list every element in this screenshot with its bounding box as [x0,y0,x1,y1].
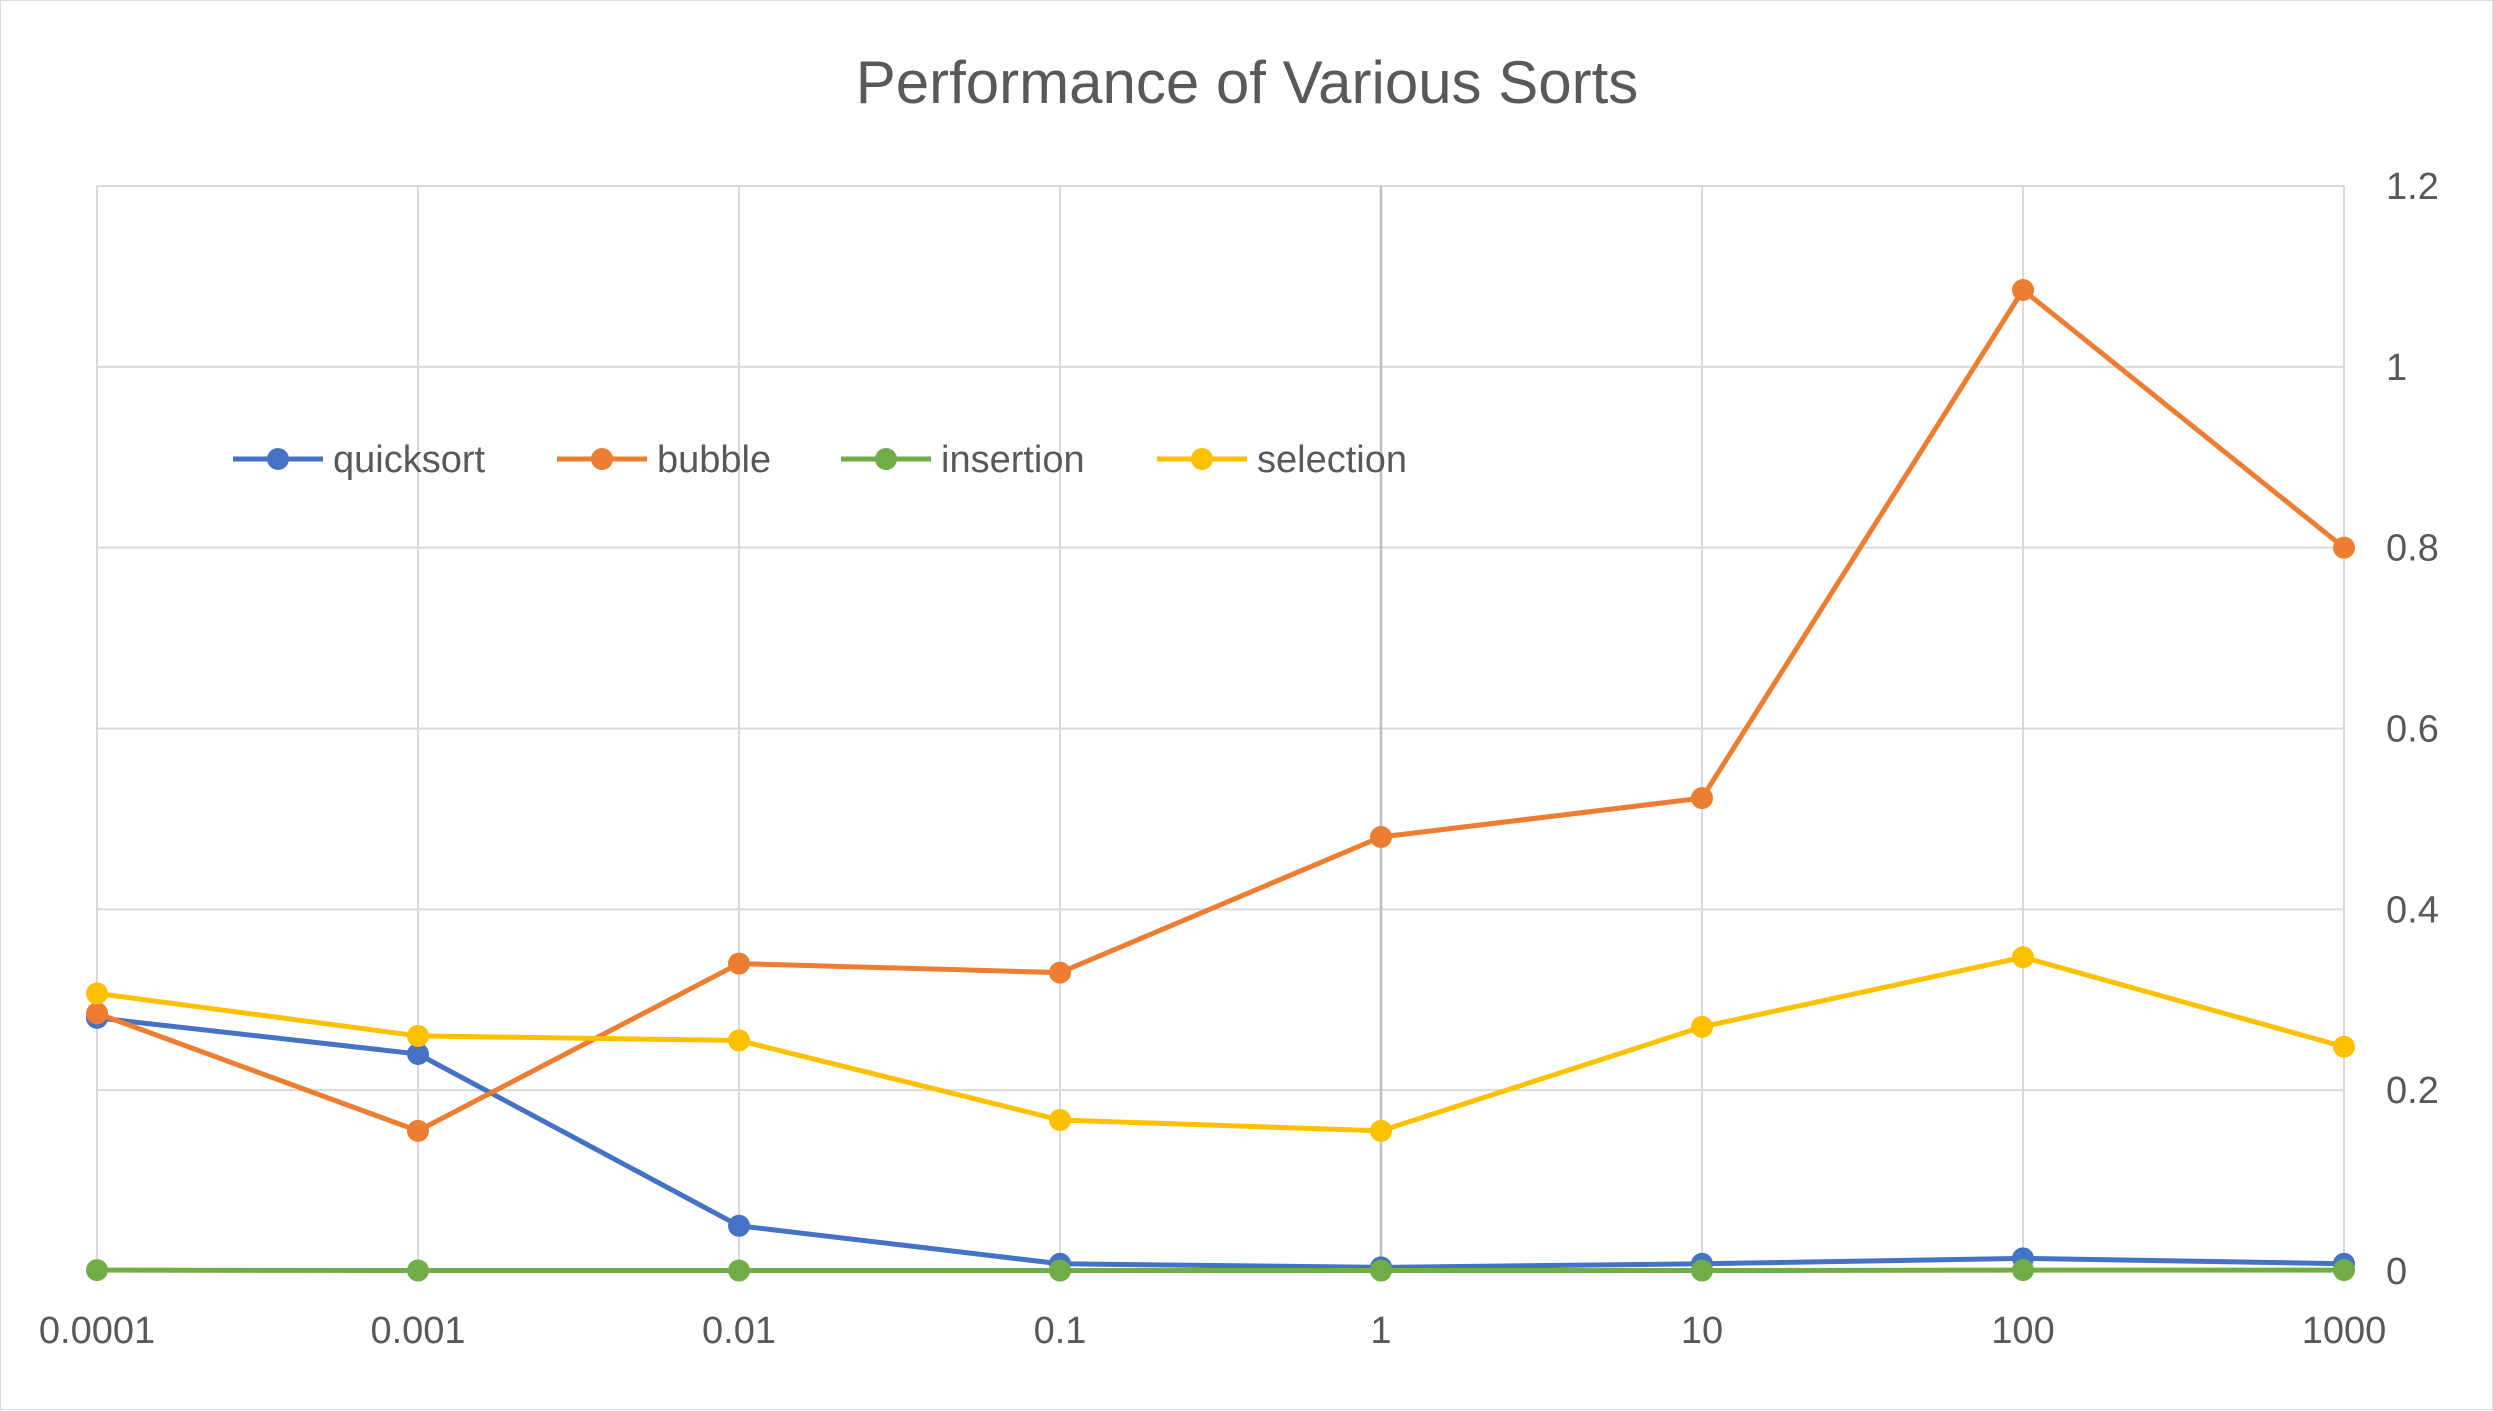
data-point-bubble [1691,787,1713,809]
legend-swatch-marker [267,448,289,470]
y-tick-label: 0.8 [2386,528,2439,570]
data-point-insertion [1370,1260,1392,1282]
data-point-selection [407,1025,429,1047]
data-point-selection [1370,1120,1392,1142]
data-point-insertion [1049,1260,1071,1282]
legend-swatch-marker [591,448,613,470]
data-point-insertion [407,1260,429,1282]
data-point-selection [2333,1036,2355,1058]
x-tick-label: 0.01 [702,1310,776,1352]
chart-title: Performance of Various Sorts [856,49,1639,116]
grid-layer [97,186,2344,1271]
x-tick-label: 1000 [2302,1310,2387,1352]
y-tick-label: 1.2 [2386,166,2439,208]
y-axis-ticks: 0 0.2 0.4 0.6 0.8 1 1.2 [2386,166,2439,1293]
data-point-bubble [1049,962,1071,984]
series-line-bubble [97,290,2344,1131]
data-point-selection [86,982,108,1004]
legend-item-selection: selection [1157,439,1407,481]
x-tick-label: 0.001 [370,1310,465,1352]
legend-item-bubble: bubble [557,439,771,481]
y-tick-label: 0 [2386,1251,2407,1293]
data-point-selection [2012,946,2034,968]
legend-label: insertion [941,439,1085,481]
data-point-quicksort [728,1215,750,1237]
data-point-bubble [728,953,750,975]
legend-label: selection [1257,439,1407,481]
data-point-insertion [1691,1260,1713,1282]
data-point-selection [728,1029,750,1051]
data-point-bubble [1370,826,1392,848]
series-line-selection [97,957,2344,1131]
data-point-insertion [2333,1259,2355,1281]
series-line-quicksort [97,1018,2344,1268]
x-tick-label: 10 [1681,1310,1723,1352]
legend-swatch-marker [875,448,897,470]
data-point-insertion [86,1259,108,1281]
data-point-bubble [407,1120,429,1142]
y-tick-label: 0.6 [2386,709,2439,751]
legend-swatch-marker [1191,448,1213,470]
data-point-selection [1691,1016,1713,1038]
legend-label: bubble [657,439,771,481]
series-quicksort [86,1007,2355,1279]
x-tick-label: 1 [1370,1310,1391,1352]
x-tick-label: 0.1 [1034,1310,1087,1352]
series-layer [86,279,2355,1282]
legend-item-insertion: insertion [841,439,1085,481]
y-tick-label: 1 [2386,347,2407,389]
data-point-bubble [2012,279,2034,301]
legend-item-quicksort: quicksort [233,439,485,481]
x-tick-label: 0.0001 [39,1310,155,1352]
legend-label: quicksort [333,439,485,481]
series-bubble [86,279,2355,1142]
data-point-selection [1049,1109,1071,1131]
data-point-insertion [2012,1259,2034,1281]
x-tick-label: 100 [1991,1310,2054,1352]
data-point-insertion [728,1260,750,1282]
data-point-bubble [86,1002,108,1024]
data-point-bubble [2333,537,2355,559]
series-selection [86,946,2355,1142]
y-tick-label: 0.2 [2386,1070,2439,1112]
y-tick-label: 0.4 [2386,889,2439,931]
x-axis-ticks: 0.0001 0.001 0.01 0.1 1 10 100 1000 [39,1310,2386,1352]
legend: quicksort bubble insertion selection [233,439,1407,481]
